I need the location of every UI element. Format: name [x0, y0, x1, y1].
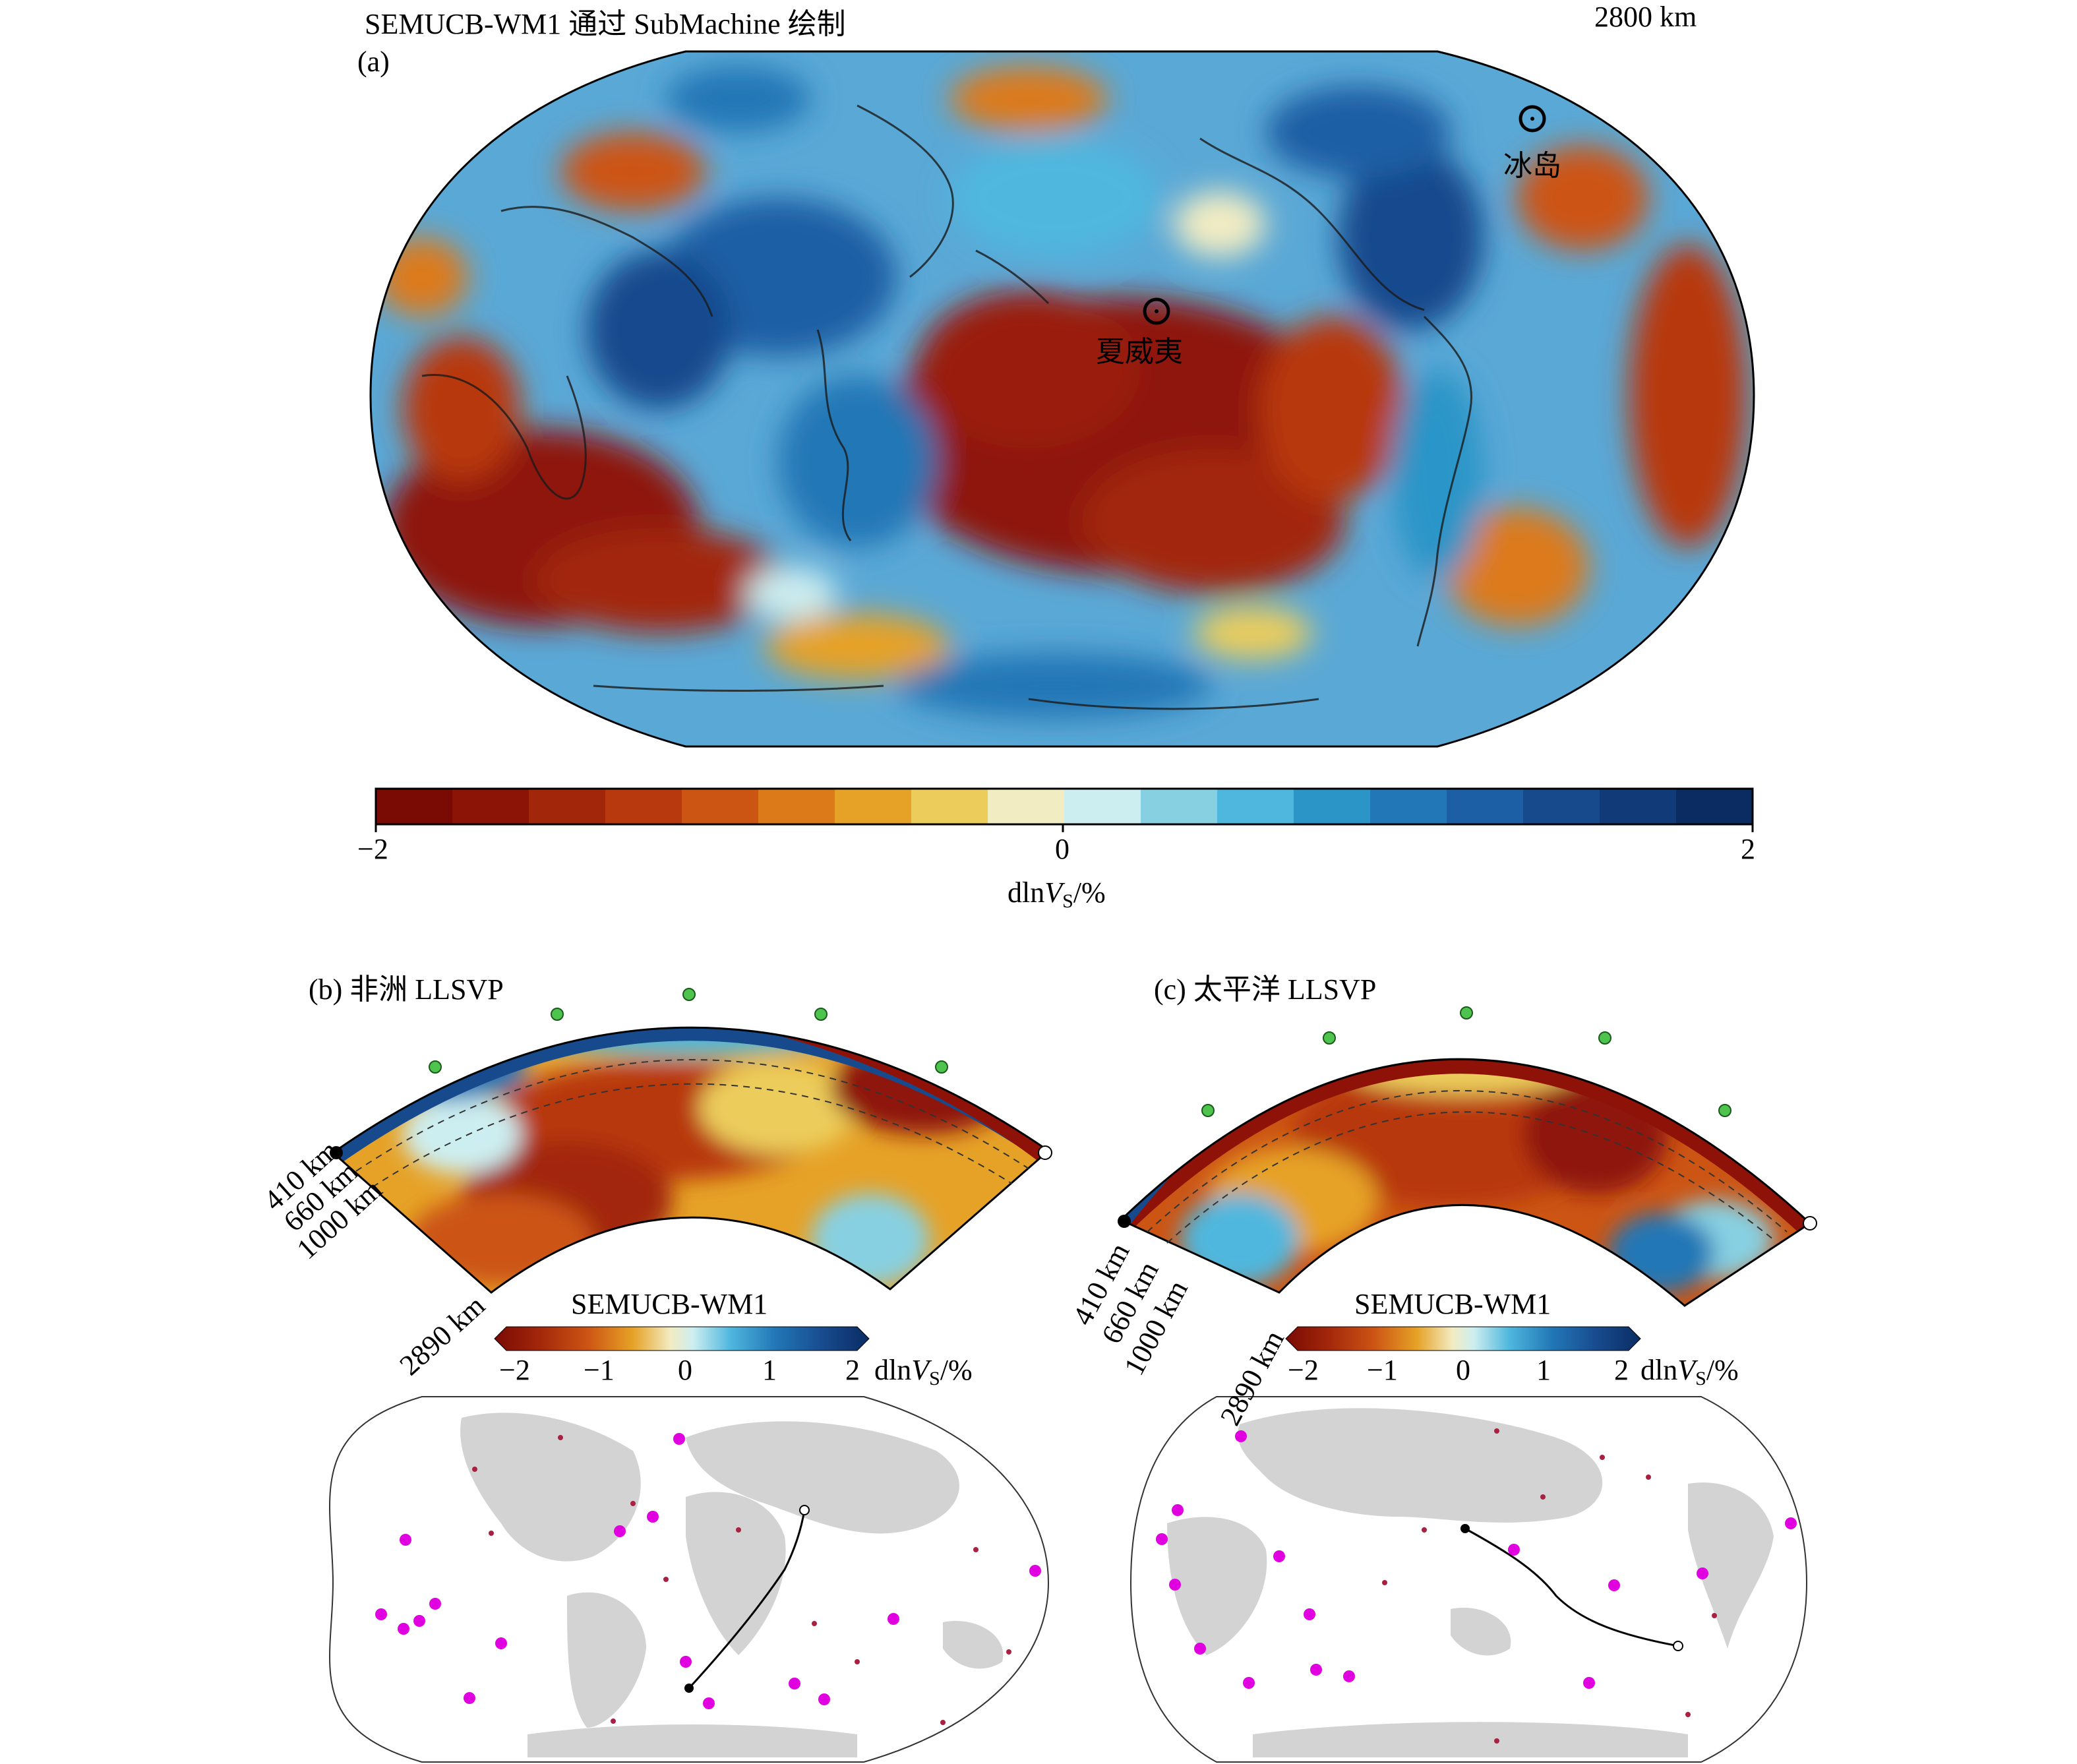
colorbar-b-tick-2: 2 [845, 1354, 860, 1386]
colorbar-a-mid-label: 0 [1055, 833, 1069, 865]
colorbar-b-tick-m1: −1 [584, 1354, 615, 1386]
colorbar-a-title: dlnVS/% [1008, 876, 1106, 913]
colorbar-c-tick-m1: −1 [1367, 1354, 1398, 1386]
colorbar-a-segment [1064, 789, 1141, 824]
hotspot-iceland-marker [1519, 105, 1546, 133]
colorbar-a-segment [1523, 789, 1600, 824]
colorbar-a-title-var: V [1044, 876, 1063, 909]
colorbar-b-tick-0: 0 [678, 1354, 692, 1386]
colorbar-b-unit-suffix: /% [940, 1354, 973, 1386]
colorbar-a-segment [1676, 789, 1753, 824]
colorbar-a-max-label: 2 [1741, 833, 1755, 865]
colorbar-a-segment [682, 789, 759, 824]
colorbar-a-segment [376, 789, 453, 824]
path-map-c [1129, 1396, 1808, 1763]
colorbar-b-tick-1: 1 [762, 1354, 777, 1386]
colorbar-a-title-prefix: dln [1008, 876, 1045, 909]
colorbar-b-unit-var: V [911, 1354, 930, 1386]
colorbar-c-tick-0: 0 [1456, 1354, 1470, 1386]
colorbar-a-segment [605, 789, 682, 824]
colorbar-a-frame [375, 787, 1754, 826]
colorbar-a [375, 787, 1754, 826]
colorbar-c-unit-prefix: dln [1641, 1354, 1678, 1386]
colorbar-a-segment [1141, 789, 1218, 824]
cross-section-c [1119, 1058, 1812, 1307]
colorbar-b [494, 1326, 870, 1351]
colorbar-b-unit-sub: S [929, 1368, 940, 1389]
colorbar-a-title-suffix: /% [1073, 876, 1106, 909]
colorbar-b-unit-prefix: dln [874, 1354, 912, 1386]
tomography-map-a [369, 50, 1755, 748]
colorbar-a-segment [911, 789, 988, 824]
section-c-markers [1118, 1006, 1817, 1231]
colorbar-c-tick-1: 1 [1536, 1354, 1551, 1386]
panel-c-label: (c) 太平洋 LLSVP [1154, 973, 1377, 1006]
panel-a-label: (a) [357, 46, 390, 78]
panel-a-title: SEMUCB-WM1 通过 SubMachine 绘制 [365, 8, 846, 40]
colorbar-c-unit-suffix: /% [1706, 1354, 1739, 1386]
cross-section-b [331, 1026, 1050, 1294]
hotspot-iceland-label: 冰岛 [1503, 150, 1561, 182]
colorbar-c-tick-2: 2 [1614, 1354, 1629, 1386]
colorbar-a-segment [1217, 789, 1294, 824]
colorbar-a-title-sub: S [1062, 890, 1073, 912]
colorbar-c-tick-m2: −2 [1288, 1354, 1319, 1386]
path-map-b [329, 1396, 1050, 1763]
colorbar-c-unit: dlnVS/% [1641, 1353, 1739, 1390]
colorbar-a-segment [1294, 789, 1371, 824]
panel-b-label: (b) 非洲 LLSVP [309, 973, 504, 1006]
colorbar-c-unit-var: V [1677, 1354, 1696, 1386]
colorbar-a-ticks [375, 824, 1754, 832]
panel-a-depth: 2800 km [1594, 1, 1697, 33]
colorbar-c-unit-sub: S [1695, 1368, 1706, 1389]
colorbar-c [1285, 1326, 1641, 1351]
colorbar-a-min-label: −2 [357, 833, 388, 865]
colorbar-a-segment [1447, 789, 1524, 824]
colorbar-a-segment [988, 789, 1065, 824]
colorbar-a-segment [758, 789, 835, 824]
section-b-markers [330, 988, 1052, 1160]
colorbar-b-unit: dlnVS/% [874, 1353, 973, 1390]
panel-c-model: SEMUCB-WM1 [1354, 1288, 1551, 1320]
colorbar-a-segment [835, 789, 912, 824]
colorbar-b-tick-m2: −2 [499, 1354, 530, 1386]
hotspot-hawaii-label: 夏威夷 [1096, 336, 1183, 368]
hotspot-hawaii-marker [1143, 297, 1170, 325]
panel-b-model: SEMUCB-WM1 [571, 1288, 768, 1320]
colorbar-a-segment [529, 789, 606, 824]
colorbar-a-segment [452, 789, 529, 824]
colorbar-a-segment [1600, 789, 1677, 824]
colorbar-a-segment [1370, 789, 1447, 824]
